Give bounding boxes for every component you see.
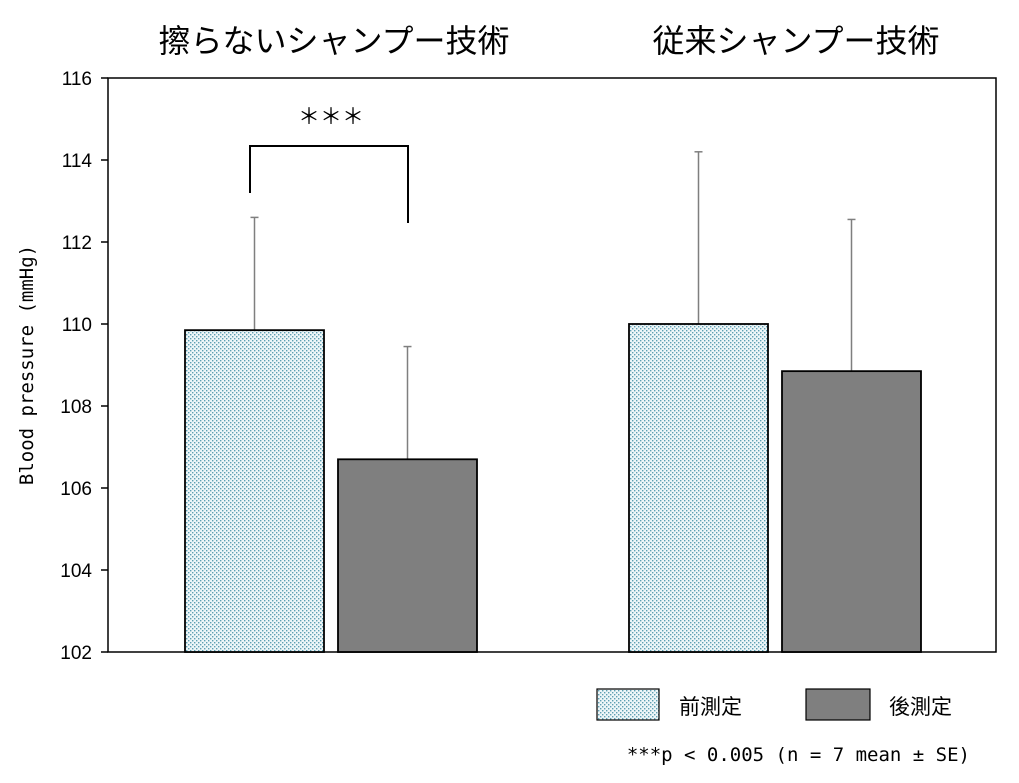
footnote: ***p < 0.005 (n = 7 mean ± SE) [627, 744, 970, 766]
y-tick-label: 108 [60, 397, 92, 418]
legend-label-post: 後測定 [889, 695, 952, 719]
y-tick-label: 114 [62, 151, 93, 172]
y-tick-label: 116 [62, 69, 92, 90]
group-title-0: 擦らないシャンプー技術 [158, 22, 509, 60]
bar-pre-0 [184, 329, 325, 653]
y-tick-label: 106 [60, 479, 92, 500]
y-tick-label: 110 [62, 315, 92, 336]
bar-pre-1 [628, 323, 769, 653]
y-tick-label: 112 [62, 233, 92, 254]
legend-label-pre: 前測定 [679, 695, 742, 719]
significance-bracket [249, 145, 409, 223]
y-axis: 102 104 106 108 110 112 114 116 [60, 69, 108, 664]
bar-post-1 [781, 370, 922, 653]
legend-swatch-pre [596, 688, 660, 721]
legend-swatch-post [805, 688, 871, 721]
bars-layer [184, 151, 922, 653]
y-tick-label: 102 [60, 643, 92, 664]
significance-label: ＊＊＊ [298, 105, 364, 130]
plot-frame [107, 77, 997, 653]
bar-post-0 [337, 458, 478, 653]
y-axis-label: Blood pressure (mmHg) [16, 245, 38, 485]
group-title-1: 従来シャンプー技術 [652, 22, 939, 60]
y-tick-label: 104 [60, 561, 92, 582]
